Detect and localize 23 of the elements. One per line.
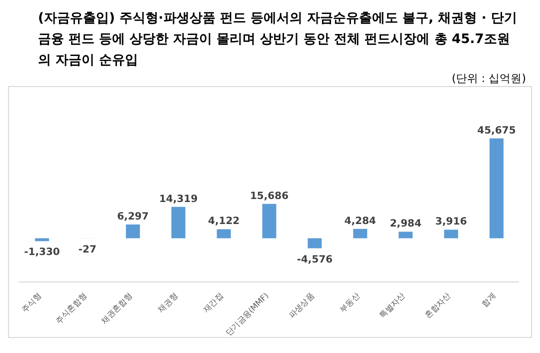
data-label: -1,330 [24,247,60,258]
data-label: 3,916 [435,216,467,228]
data-label: 4,284 [344,216,376,227]
data-label: 2,984 [390,218,422,230]
data-label: 45,675 [477,125,516,136]
bar [444,230,458,238]
chart-title: (자금유출입) 주식형·파생상품 펀드 등에서의 자금순유출에도 불구, 채권형 · 단기금융 펀드 등에 상당한 자금이 몰리며 상반기 동안 전체 펀드시장에 총 45.7조원의 자금이 순유입 [37,10,518,70]
bar [490,138,504,238]
bar [216,229,231,238]
bar [171,206,186,238]
bar [126,224,140,238]
data-label: -4,576 [296,254,333,266]
bar [353,228,368,238]
data-label: -27 [78,244,97,256]
bar [308,238,322,248]
chart-subtitle: (단위 : 십억원) [450,71,527,86]
data-label: 6,297 [117,211,149,222]
data-label: 4,122 [208,216,240,228]
data-label: 15,686 [250,190,289,202]
x-tick-label: 합계 [480,291,498,309]
data-label: 14,319 [159,194,198,205]
bar [262,204,276,238]
bar [398,232,413,238]
